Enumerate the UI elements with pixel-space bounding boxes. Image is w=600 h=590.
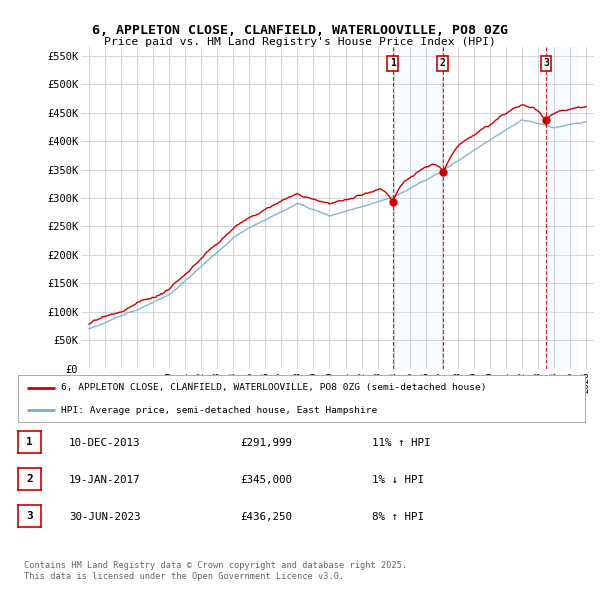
Text: 3: 3 xyxy=(26,512,33,521)
Text: 6, APPLETON CLOSE, CLANFIELD, WATERLOOVILLE, PO8 0ZG (semi-detached house): 6, APPLETON CLOSE, CLANFIELD, WATERLOOVI… xyxy=(61,384,486,392)
Text: 19-JAN-2017: 19-JAN-2017 xyxy=(69,475,140,485)
Text: £345,000: £345,000 xyxy=(240,475,292,485)
Text: 30-JUN-2023: 30-JUN-2023 xyxy=(69,512,140,522)
Text: 8% ↑ HPI: 8% ↑ HPI xyxy=(372,512,424,522)
Text: 1: 1 xyxy=(26,437,33,447)
Text: £291,999: £291,999 xyxy=(240,438,292,448)
Text: Contains HM Land Registry data © Crown copyright and database right 2025.: Contains HM Land Registry data © Crown c… xyxy=(24,560,407,569)
Text: 6, APPLETON CLOSE, CLANFIELD, WATERLOOVILLE, PO8 0ZG: 6, APPLETON CLOSE, CLANFIELD, WATERLOOVI… xyxy=(92,24,508,37)
Text: 10-DEC-2013: 10-DEC-2013 xyxy=(69,438,140,448)
Text: £436,250: £436,250 xyxy=(240,512,292,522)
Text: 1: 1 xyxy=(390,58,395,68)
Text: 1% ↓ HPI: 1% ↓ HPI xyxy=(372,475,424,485)
Text: 2: 2 xyxy=(26,474,33,484)
Text: This data is licensed under the Open Government Licence v3.0.: This data is licensed under the Open Gov… xyxy=(24,572,344,581)
Text: 3: 3 xyxy=(543,58,549,68)
Text: HPI: Average price, semi-detached house, East Hampshire: HPI: Average price, semi-detached house,… xyxy=(61,405,377,415)
Text: 2: 2 xyxy=(440,58,445,68)
Text: Price paid vs. HM Land Registry's House Price Index (HPI): Price paid vs. HM Land Registry's House … xyxy=(104,37,496,47)
Bar xyxy=(392,47,443,369)
Bar xyxy=(546,47,578,369)
Text: 11% ↑ HPI: 11% ↑ HPI xyxy=(372,438,431,448)
